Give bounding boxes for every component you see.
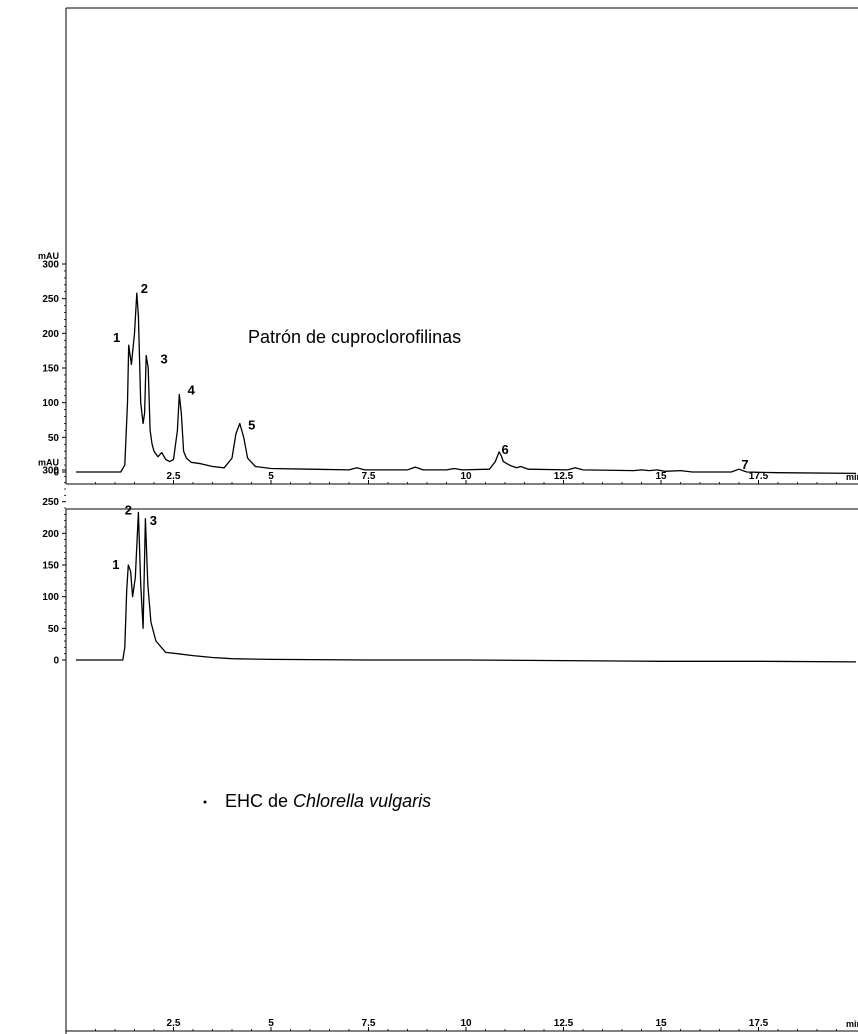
y-tick-label: 200 — [42, 329, 59, 340]
y-tick-label: 0 — [53, 656, 59, 667]
y-tick-label: 250 — [42, 497, 59, 508]
x-tick-label: 10 — [460, 471, 472, 482]
y-tick-label: 150 — [42, 364, 59, 375]
y-tick-label: 50 — [48, 624, 60, 635]
y-tick-label: 200 — [42, 529, 59, 540]
peak-label: 5 — [248, 417, 255, 432]
y-tick-label: 100 — [42, 398, 59, 409]
peak-label: 3 — [160, 352, 167, 367]
x-tick-label: 2.5 — [167, 1018, 181, 1029]
y-axis-unit: mAU — [38, 458, 59, 468]
x-tick-label: 17.5 — [749, 1018, 769, 1029]
x-tick-label: 5 — [268, 471, 274, 482]
peak-label: 4 — [188, 382, 196, 397]
chromatogram-trace — [76, 511, 857, 663]
x-tick-label: 5 — [268, 1018, 274, 1029]
y-tick-label: 150 — [42, 561, 59, 572]
title-dot — [203, 800, 207, 804]
x-tick-label: 7.5 — [362, 1018, 376, 1029]
x-tick-label: 17.5 — [749, 471, 769, 482]
peak-label: 1 — [112, 557, 119, 572]
x-tick-label: 15 — [655, 1018, 667, 1029]
peak-label: 3 — [150, 513, 157, 528]
x-tick-label: 2.5 — [167, 471, 181, 482]
x-tick-label: 12.5 — [554, 471, 574, 482]
chart-title: Patrón de cuproclorofilinas — [248, 327, 461, 347]
x-axis-unit: min — [846, 1019, 858, 1029]
y-tick-label: 100 — [42, 592, 59, 603]
y-tick-label: 0 — [53, 468, 59, 479]
peak-label: 2 — [141, 281, 148, 296]
x-tick-label: 10 — [460, 1018, 472, 1029]
x-axis-unit: min — [846, 472, 858, 482]
x-tick-label: 15 — [655, 471, 667, 482]
y-tick-label: 250 — [42, 294, 59, 305]
y-tick-label: 300 — [42, 260, 59, 271]
y-tick-label: 300 — [42, 466, 59, 477]
peak-label: 7 — [741, 457, 748, 472]
x-tick-label: 7.5 — [362, 471, 376, 482]
peak-label: 6 — [501, 442, 508, 457]
peak-label: 2 — [125, 502, 132, 517]
chart-title: EHC de Chlorella vulgaris — [225, 791, 431, 811]
x-tick-label: 12.5 — [554, 1018, 574, 1029]
peak-label: 1 — [113, 330, 120, 345]
y-axis-unit: mAU — [38, 251, 59, 261]
chromatogram-trace — [76, 292, 857, 475]
y-tick-label: 50 — [48, 433, 60, 444]
